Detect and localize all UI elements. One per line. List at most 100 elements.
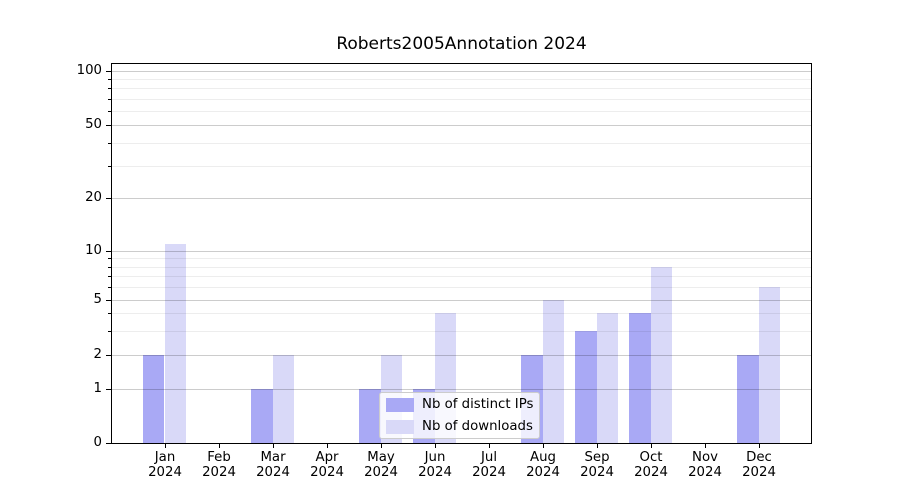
y-tick-mark xyxy=(106,389,111,390)
legend-swatch-nb-of-downloads xyxy=(386,419,414,434)
bar-nb-of-downloads-aug xyxy=(542,300,565,443)
chart-title: Roberts2005Annotation 2024 xyxy=(336,34,587,54)
bar-nb-of-distinct-ips-may xyxy=(358,389,381,443)
gridline-minor xyxy=(112,143,811,144)
x-tick-month: Jun xyxy=(424,450,446,465)
y-tick-label: 5 xyxy=(93,292,102,307)
gridline-minor xyxy=(112,276,811,277)
x-tick-year: 2024 xyxy=(742,465,776,480)
bar-nb-of-downloads-oct xyxy=(650,266,673,443)
x-tick-label: Jan 2024 xyxy=(133,450,197,480)
x-tick-month: Dec xyxy=(746,450,772,465)
x-tick-label: Apr 2024 xyxy=(295,450,359,480)
x-tick-year: 2024 xyxy=(526,465,560,480)
x-tick-year: 2024 xyxy=(472,465,506,480)
y-minor-tick-mark xyxy=(108,166,111,167)
x-tick-label: Dec 2024 xyxy=(727,450,791,480)
y-minor-tick-mark xyxy=(108,111,111,112)
x-tick-month: Mar xyxy=(260,450,286,465)
bar-nb-of-distinct-ips-dec xyxy=(737,355,759,443)
y-tick-mark xyxy=(106,125,111,126)
gridline-major xyxy=(112,71,811,72)
y-minor-tick-mark xyxy=(108,267,111,268)
y-minor-tick-mark xyxy=(108,88,111,89)
x-tick-year: 2024 xyxy=(364,465,398,480)
bar-nb-of-distinct-ips-jan xyxy=(142,355,165,443)
plot-area xyxy=(111,63,812,444)
x-tick-mark xyxy=(489,443,490,448)
y-minor-tick-mark xyxy=(108,79,111,80)
gridline-major xyxy=(112,251,811,252)
x-tick-label: Jul 2024 xyxy=(457,450,521,480)
x-tick-year: 2024 xyxy=(256,465,290,480)
x-tick-month: May xyxy=(367,450,395,465)
x-tick-month: Feb xyxy=(207,450,231,465)
y-tick-label: 0 xyxy=(93,435,102,450)
x-tick-mark xyxy=(273,443,274,448)
y-minor-tick-mark xyxy=(108,276,111,277)
y-tick-mark xyxy=(106,251,111,252)
y-tick-mark xyxy=(106,300,111,301)
gridline-major xyxy=(112,389,811,390)
x-tick-label: Jun 2024 xyxy=(403,450,467,480)
x-tick-year: 2024 xyxy=(202,465,236,480)
y-tick-label: 100 xyxy=(76,63,102,78)
y-minor-tick-mark xyxy=(108,99,111,100)
bar-nb-of-downloads-dec xyxy=(758,287,781,443)
x-tick-year: 2024 xyxy=(148,465,182,480)
y-tick-mark xyxy=(106,71,111,72)
x-tick-year: 2024 xyxy=(310,465,344,480)
x-tick-mark xyxy=(219,443,220,448)
bar-nb-of-downloads-jan xyxy=(164,243,187,443)
y-tick-label: 10 xyxy=(85,243,102,258)
x-tick-month: Oct xyxy=(639,450,663,465)
y-tick-mark xyxy=(106,198,111,199)
x-tick-mark xyxy=(435,443,436,448)
y-tick-mark xyxy=(106,443,111,444)
x-tick-label: Oct 2024 xyxy=(619,450,683,480)
y-minor-tick-mark xyxy=(108,287,111,288)
x-tick-label: Feb 2024 xyxy=(187,450,251,480)
x-tick-mark xyxy=(381,443,382,448)
gridline-minor xyxy=(112,88,811,89)
bar-nb-of-distinct-ips-mar xyxy=(250,389,273,443)
gridline-minor xyxy=(112,313,811,314)
legend-entry-nb-of-downloads: Nb of downloads xyxy=(386,419,533,434)
gridline-major xyxy=(112,355,811,356)
gridline-minor xyxy=(112,166,811,167)
x-tick-month: Aug xyxy=(530,450,556,465)
y-minor-tick-mark xyxy=(108,143,111,144)
x-tick-label: Nov 2024 xyxy=(673,450,737,480)
gridline-minor xyxy=(112,331,811,332)
x-tick-month: Apr xyxy=(315,450,339,465)
x-tick-label: Sep 2024 xyxy=(565,450,629,480)
x-tick-label: May 2024 xyxy=(349,450,413,480)
x-tick-month: Nov xyxy=(692,450,718,465)
x-tick-mark xyxy=(543,443,544,448)
gridline-minor xyxy=(112,111,811,112)
legend-label: Nb of downloads xyxy=(422,419,533,434)
x-tick-month: Jan xyxy=(154,450,176,465)
x-tick-year: 2024 xyxy=(418,465,452,480)
gridline-major xyxy=(112,198,811,199)
x-tick-mark xyxy=(597,443,598,448)
gridline-minor xyxy=(112,79,811,80)
y-tick-label: 50 xyxy=(85,117,102,132)
bar-nb-of-distinct-ips-oct xyxy=(628,313,651,443)
gridline-major xyxy=(112,125,811,126)
x-tick-mark xyxy=(327,443,328,448)
legend: Nb of distinct IPs Nb of downloads xyxy=(379,392,541,439)
gridline-minor xyxy=(112,287,811,288)
bar-nb-of-downloads-sep xyxy=(596,313,619,443)
legend-entry-nb-of-distinct-ips: Nb of distinct IPs xyxy=(386,397,533,412)
x-tick-label: Mar 2024 xyxy=(241,450,305,480)
y-tick-mark xyxy=(106,355,111,356)
gridline-minor xyxy=(112,99,811,100)
x-tick-mark xyxy=(651,443,652,448)
x-tick-mark xyxy=(165,443,166,448)
bar-nb-of-downloads-mar xyxy=(272,355,295,443)
y-tick-label: 1 xyxy=(93,381,102,396)
x-tick-month: Sep xyxy=(584,450,610,465)
legend-label: Nb of distinct IPs xyxy=(422,397,534,412)
